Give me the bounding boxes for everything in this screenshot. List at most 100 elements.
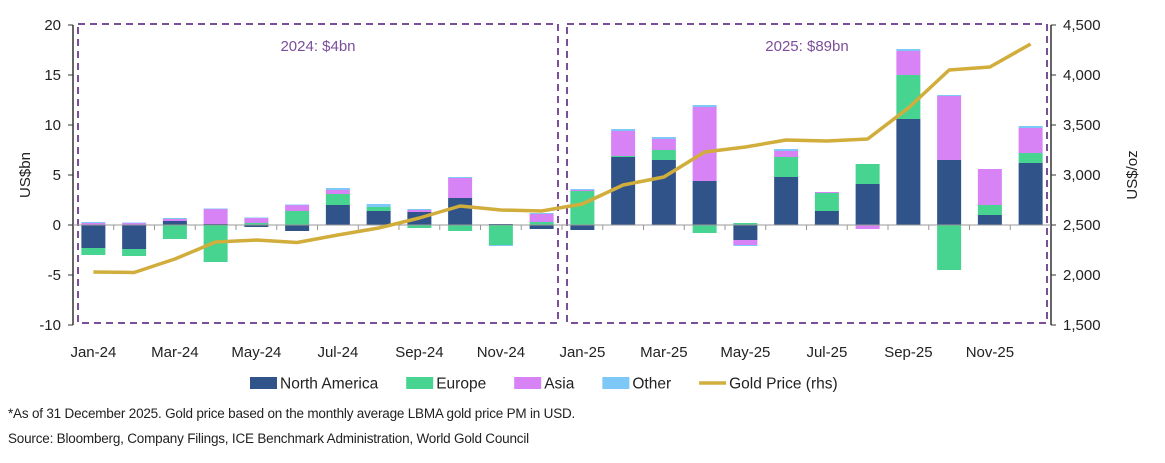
bar-other <box>244 217 269 219</box>
bar-other <box>774 149 799 151</box>
legend-swatch <box>250 377 277 389</box>
bar-asia <box>855 225 880 229</box>
bar-other <box>692 105 717 107</box>
legend-label: Europe <box>436 376 486 393</box>
y2-tick-label: 4,500 <box>1063 17 1101 34</box>
bar-asia <box>162 219 187 221</box>
bar-other <box>733 245 758 246</box>
y-tick-label: 20 <box>44 17 61 34</box>
bar-asia <box>774 151 799 157</box>
y2-axis-label: US$/oz <box>1124 150 1141 199</box>
bar-other <box>122 222 147 224</box>
x-tick-label: Jul-24 <box>317 344 358 361</box>
annotation-box <box>566 23 1048 324</box>
y2-tick-label: 3,000 <box>1063 167 1101 184</box>
bar-other <box>1018 126 1043 128</box>
x-tick-label: Jul-25 <box>806 344 847 361</box>
bar-europe <box>244 223 269 225</box>
annotation-label: 2024: $4bn <box>280 38 355 55</box>
y-axis-label: US$bn <box>17 152 34 198</box>
legend-swatch <box>406 377 434 389</box>
bar-europe <box>407 225 432 228</box>
legend-swatch <box>514 377 542 389</box>
y2-tick-label: 4,000 <box>1063 67 1101 84</box>
chart: 2024: $4bn 2025: $89bn -10 -5 0 5 10 15 20 1,500 2… <box>17 17 1141 393</box>
bar-other <box>651 137 676 139</box>
bar-asia <box>244 218 269 223</box>
bar-europe <box>570 191 595 225</box>
bar-other <box>611 129 636 131</box>
annotation-box <box>77 23 559 324</box>
bar-north-america <box>285 225 310 231</box>
bar-asia <box>896 51 921 75</box>
bar-asia <box>407 210 432 212</box>
x-tick-label: Mar-25 <box>640 344 688 361</box>
bar-other <box>407 209 432 210</box>
bar-other <box>448 177 473 178</box>
bar-other <box>366 204 391 207</box>
bar-north-america <box>814 211 839 225</box>
y-tick-label: 10 <box>44 117 61 134</box>
bar-north-america <box>81 225 106 248</box>
bar-north-america <box>162 221 187 225</box>
legend-swatch <box>602 377 630 389</box>
bar-europe <box>937 225 962 270</box>
y-tick-label: 5 <box>53 167 61 184</box>
bar-north-america <box>855 184 880 225</box>
bar-asia <box>448 178 473 198</box>
bar-europe <box>366 207 391 211</box>
bar-north-america <box>937 160 962 225</box>
bar-europe <box>651 150 676 160</box>
bar-other <box>937 95 962 96</box>
bar-europe <box>896 75 921 119</box>
bar-asia <box>285 205 310 211</box>
gold-price-line <box>93 42 1032 275</box>
y-tick-label: -5 <box>48 267 61 284</box>
bar-north-america <box>692 181 717 225</box>
y2-tick-label: 1,500 <box>1063 317 1101 334</box>
y-tick-label: -10 <box>39 317 61 334</box>
bar-asia <box>651 139 676 150</box>
x-tick-label: May-24 <box>231 344 281 361</box>
y2-tick-label: 2,000 <box>1063 267 1101 284</box>
footnote: *As of 31 December 2025. Gold price base… <box>8 406 576 421</box>
x-tick-label: Nov-25 <box>966 344 1014 361</box>
bar-north-america <box>611 157 636 225</box>
bar-europe <box>733 223 758 225</box>
bar-north-america <box>774 177 799 225</box>
legend-label: North America <box>280 376 379 393</box>
bar-other <box>81 222 106 223</box>
bar-europe <box>611 156 636 157</box>
bar-europe <box>774 157 799 177</box>
x-tick-label: Nov-24 <box>477 344 525 361</box>
bar-europe <box>122 249 147 256</box>
bar-asia <box>977 169 1002 205</box>
legend-label: Asia <box>544 376 575 393</box>
bar-north-america <box>244 225 269 227</box>
bar-europe <box>529 222 554 225</box>
bar-other <box>896 49 921 51</box>
bar-europe <box>325 194 350 205</box>
x-tick-label: May-25 <box>720 344 770 361</box>
x-tick-label: Mar-24 <box>151 344 199 361</box>
bar-asia <box>81 223 106 225</box>
bar-other <box>285 204 310 206</box>
bar-europe <box>81 248 106 255</box>
bar-asia <box>203 209 228 224</box>
bar-other <box>325 188 350 190</box>
bar-asia <box>733 240 758 245</box>
bar-asia <box>611 131 636 156</box>
bar-north-america <box>366 211 391 225</box>
bar-europe <box>1018 153 1043 163</box>
bar-north-america <box>1018 163 1043 225</box>
source-note: Source: Bloomberg, Company Filings, ICE … <box>8 431 529 446</box>
bar-north-america <box>325 205 350 225</box>
bar-other <box>488 245 513 246</box>
bar-north-america <box>977 215 1002 225</box>
legend-label: Other <box>632 376 671 393</box>
bar-asia <box>692 107 717 181</box>
bar-asia <box>814 192 839 193</box>
bar-europe <box>162 225 187 239</box>
x-tick-label: Sep-25 <box>884 344 932 361</box>
bar-asia <box>570 190 595 191</box>
